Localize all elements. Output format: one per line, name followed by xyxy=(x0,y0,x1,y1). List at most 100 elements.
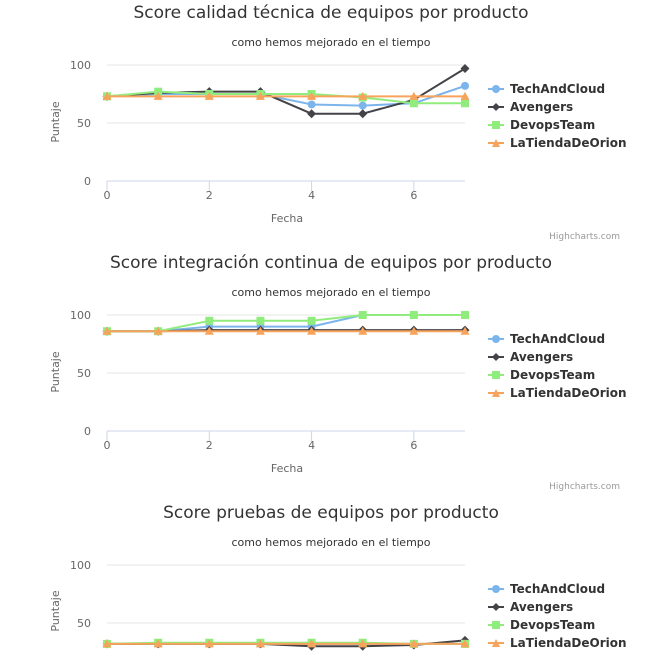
x-tick-label: 2 xyxy=(206,439,213,452)
chart-subtitle: como hemos mejorado en el tiempo xyxy=(232,536,431,549)
legend-item-techandcloud[interactable]: TechAndCloud xyxy=(488,82,605,96)
y-axis-title: Puntaje xyxy=(49,351,62,392)
x-tick-label: 0 xyxy=(104,439,111,452)
data-point[interactable] xyxy=(358,311,367,319)
x-axis: 0 2 4 6 xyxy=(104,180,465,202)
grid xyxy=(107,64,465,124)
chart-integracion-continua: Score integración continua de equipos po… xyxy=(49,253,627,492)
legend-item-avengers[interactable]: Avengers xyxy=(488,100,573,114)
data-point[interactable] xyxy=(307,109,317,119)
y-tick-label: 50 xyxy=(77,367,91,380)
data-point[interactable] xyxy=(255,91,265,100)
legend-item-latiendadeorion[interactable]: LaTiendaDeOrion xyxy=(488,636,627,650)
data-point[interactable] xyxy=(409,99,418,108)
legend-item-avengers[interactable]: Avengers xyxy=(488,600,573,614)
data-point[interactable] xyxy=(460,63,470,73)
credits-link[interactable]: Highcharts.com xyxy=(549,232,620,242)
data-point[interactable] xyxy=(409,91,419,100)
legend-item-devopsteam[interactable]: DevopsTeam xyxy=(488,368,595,382)
y-tick-label: 100 xyxy=(70,559,91,572)
legend-label: Avengers xyxy=(510,600,573,614)
legend-item-latiendadeorion[interactable]: LaTiendaDeOrion xyxy=(488,386,627,400)
legend-item-avengers[interactable]: Avengers xyxy=(488,350,573,364)
data-point[interactable] xyxy=(307,326,317,335)
series-line xyxy=(106,84,466,107)
series-latiendadeorion xyxy=(102,639,470,648)
data-point[interactable] xyxy=(358,101,367,110)
x-tick-label: 4 xyxy=(308,439,315,452)
data-point[interactable] xyxy=(461,311,469,319)
data-point[interactable] xyxy=(153,639,163,648)
data-point[interactable] xyxy=(409,326,419,335)
data-point[interactable] xyxy=(307,639,317,648)
legend-item-latiendadeorion[interactable]: LaTiendaDeOrion xyxy=(488,136,627,150)
data-point[interactable] xyxy=(153,326,163,335)
series-group xyxy=(102,311,470,336)
data-point[interactable] xyxy=(204,91,214,100)
x-axis-title: Fecha xyxy=(271,212,303,225)
legend-item-devopsteam[interactable]: DevopsTeam xyxy=(488,618,595,632)
legend-label: Avengers xyxy=(510,350,573,364)
data-point[interactable] xyxy=(256,316,265,325)
y-tick-label: 0 xyxy=(84,425,91,438)
data-point[interactable] xyxy=(460,639,470,648)
y-axis: 0 50 100 xyxy=(70,309,91,438)
data-point[interactable] xyxy=(460,326,470,335)
data-point[interactable] xyxy=(102,326,112,335)
y-tick-label: 100 xyxy=(70,59,91,72)
data-point[interactable] xyxy=(358,91,368,100)
data-point[interactable] xyxy=(153,91,163,100)
data-point[interactable] xyxy=(461,81,469,90)
data-point[interactable] xyxy=(307,100,316,109)
grid xyxy=(107,314,465,374)
y-tick-label: 100 xyxy=(70,309,91,322)
data-point[interactable] xyxy=(307,316,316,325)
data-point[interactable] xyxy=(204,326,214,335)
data-point[interactable] xyxy=(461,99,469,108)
series-group xyxy=(102,63,470,119)
legend-label: Avengers xyxy=(510,100,573,114)
x-tick-label: 4 xyxy=(308,189,315,202)
chart-subtitle: como hemos mejorado en el tiempo xyxy=(232,286,431,299)
data-point[interactable] xyxy=(460,91,470,100)
chart-pruebas: Score pruebas de equipos por producto co… xyxy=(49,503,627,651)
chart-title: Score calidad técnica de equipos por pro… xyxy=(134,3,529,23)
data-point[interactable] xyxy=(102,639,112,648)
chart-title: Score integración continua de equipos po… xyxy=(110,253,552,273)
legend-label: LaTiendaDeOrion xyxy=(510,136,627,150)
data-point[interactable] xyxy=(255,326,265,335)
data-point[interactable] xyxy=(409,639,419,648)
series-line xyxy=(107,314,465,333)
y-axis-title: Puntaje xyxy=(49,590,62,631)
y-tick-label: 50 xyxy=(77,117,91,130)
legend-item-techandcloud[interactable]: TechAndCloud xyxy=(488,332,605,346)
series-line xyxy=(106,90,465,105)
series-group xyxy=(102,635,470,651)
legend-label: TechAndCloud xyxy=(510,582,605,596)
legend: TechAndCloud Avengers DevopsTeam LaTiend… xyxy=(488,82,627,150)
x-axis: 0 2 4 6 xyxy=(104,430,465,452)
x-axis-title: Fecha xyxy=(271,462,303,475)
data-point[interactable] xyxy=(205,316,214,325)
grid xyxy=(107,564,465,624)
legend-label: DevopsTeam xyxy=(510,368,595,382)
legend-label: DevopsTeam xyxy=(510,118,595,132)
chart-calidad-tecnica: Score calidad técnica de equipos por pro… xyxy=(49,3,627,242)
legend: TechAndCloud Avengers DevopsTeam LaTiend… xyxy=(488,332,627,400)
legend-item-devopsteam[interactable]: DevopsTeam xyxy=(488,118,595,132)
data-point[interactable] xyxy=(358,109,368,119)
y-tick-label: 50 xyxy=(77,617,91,630)
data-point[interactable] xyxy=(358,639,368,648)
legend-item-techandcloud[interactable]: TechAndCloud xyxy=(488,582,605,596)
data-point[interactable] xyxy=(307,91,317,100)
data-point[interactable] xyxy=(409,311,418,319)
legend-label: TechAndCloud xyxy=(510,82,605,96)
x-tick-label: 6 xyxy=(410,439,417,452)
data-point[interactable] xyxy=(102,91,112,100)
data-point[interactable] xyxy=(255,639,265,648)
data-point[interactable] xyxy=(204,639,214,648)
data-point[interactable] xyxy=(358,326,368,335)
data-point[interactable] xyxy=(154,87,163,96)
credits-link[interactable]: Highcharts.com xyxy=(549,482,620,492)
series-latiendadeorion xyxy=(102,326,470,335)
